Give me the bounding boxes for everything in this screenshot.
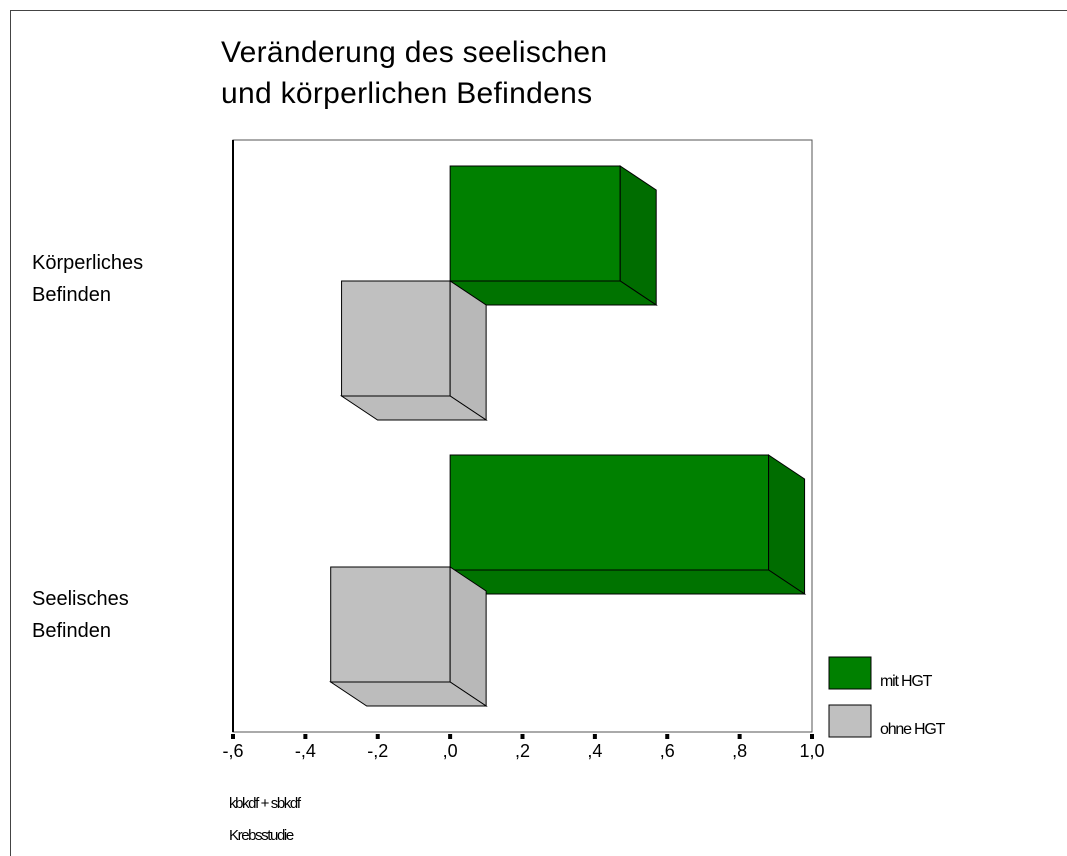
legend-item: ohne HGT (828, 704, 947, 738)
category-label-seelisches: Seelisches Befinden (32, 583, 129, 647)
x-tick-label: -,6 (222, 741, 243, 761)
category-label-line: Seelisches (32, 588, 129, 610)
bar-bottom-face (339, 395, 488, 421)
bars-group (329, 165, 807, 707)
x-tick-label: -,2 (367, 741, 388, 761)
category-label-line: Befinden (32, 620, 111, 642)
chart-title-line-1: Veränderung des seelischen (221, 36, 608, 69)
category-label-line: Körperliches (32, 252, 144, 274)
x-tick-mark (303, 734, 308, 739)
bar-mit-hgt (448, 454, 807, 595)
x-tick-label: -,4 (295, 741, 316, 761)
bar-front-face (341, 280, 451, 397)
x-tick-mark (592, 734, 597, 739)
legend-swatch (828, 704, 872, 738)
x-tick-label: ,8 (732, 741, 747, 761)
x-tick-label: ,2 (515, 741, 530, 761)
chart-title: Veränderung des seelischen und körperlic… (221, 32, 607, 114)
x-tick-label: ,0 (443, 741, 458, 761)
bar-ohne-hgt (339, 280, 488, 421)
footnote-study: Krebsstudie (229, 827, 294, 844)
x-tick-mark (737, 734, 742, 739)
x-axis-ticks: -,6 -,4 -,2 ,0 ,2 ,4 ,6 ,8 1,0 (222, 734, 825, 761)
chart-title-line-2: und körperlichen Befindens (221, 77, 593, 110)
x-tick-mark (520, 734, 525, 739)
legend-label: mit HGT (880, 673, 933, 690)
x-tick-mark (231, 734, 235, 739)
x-tick-mark (810, 734, 814, 739)
legend-label: ohne HGT (880, 721, 946, 738)
legend: mit HGT ohne HGT (828, 656, 947, 738)
bar-bottom-face (329, 681, 488, 707)
legend-item: mit HGT (828, 656, 934, 690)
category-label-koerperliches: Körperliches Befinden (32, 247, 143, 311)
x-tick-mark (375, 734, 380, 739)
bar-bottom-face (448, 569, 807, 595)
bar-ohne-hgt (329, 566, 488, 707)
bar-front-face (449, 165, 621, 282)
x-tick-mark (665, 734, 670, 739)
bar-front-face (449, 454, 770, 571)
x-tick-label: ,6 (660, 741, 675, 761)
x-tick-label: ,4 (587, 741, 602, 761)
legend-swatch (828, 656, 872, 690)
bar-mit-hgt (448, 165, 658, 306)
x-tick-label: 1,0 (799, 741, 824, 761)
chart-frame (10, 10, 1067, 856)
x-tick-mark (448, 734, 453, 739)
footnote-variables: kbkdf + sbkdf (229, 795, 301, 812)
bar-front-face (330, 566, 451, 683)
category-label-line: Befinden (32, 284, 111, 306)
